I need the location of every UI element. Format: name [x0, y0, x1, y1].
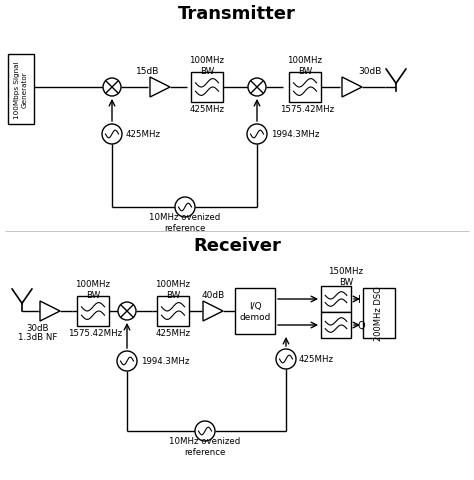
Bar — [321, 287, 351, 312]
Circle shape — [118, 302, 136, 320]
Bar — [289, 73, 321, 103]
Text: 15dB: 15dB — [137, 67, 160, 76]
Text: Receiver: Receiver — [193, 237, 281, 254]
Text: Q: Q — [358, 320, 365, 330]
Polygon shape — [203, 301, 223, 321]
Polygon shape — [342, 78, 362, 98]
Bar — [235, 288, 275, 334]
Circle shape — [195, 421, 215, 441]
Text: 100MHz
BW: 100MHz BW — [190, 56, 225, 75]
Text: 200MHz DSO: 200MHz DSO — [374, 286, 383, 341]
Text: 150MHz
BW: 150MHz BW — [328, 267, 364, 286]
Text: 30dB: 30dB — [27, 324, 49, 333]
Text: 1575.42MHz: 1575.42MHz — [68, 329, 122, 338]
Text: 1.3dB NF: 1.3dB NF — [18, 333, 58, 342]
Text: 100MHz
BW: 100MHz BW — [155, 280, 191, 299]
Circle shape — [247, 125, 267, 144]
Text: 425MHz: 425MHz — [190, 105, 225, 114]
Bar — [8, 55, 34, 125]
Text: 100MHz
BW: 100MHz BW — [75, 280, 110, 299]
Circle shape — [248, 79, 266, 97]
Text: 1575.42MHz: 1575.42MHz — [280, 105, 334, 114]
Circle shape — [175, 198, 195, 217]
Text: 30dB: 30dB — [358, 67, 382, 76]
Bar — [191, 73, 223, 103]
Text: Transmitter: Transmitter — [178, 5, 296, 23]
Text: 100Mbps Signal
Generator: 100Mbps Signal Generator — [15, 61, 27, 119]
Bar — [363, 288, 395, 338]
Text: 1994.3MHz: 1994.3MHz — [141, 357, 190, 366]
Text: 425MHz: 425MHz — [299, 355, 334, 364]
Text: I: I — [358, 294, 361, 304]
Bar — [77, 296, 109, 326]
Circle shape — [103, 79, 121, 97]
Text: 425MHz: 425MHz — [126, 130, 161, 139]
Polygon shape — [40, 301, 60, 321]
Circle shape — [117, 351, 137, 371]
Text: 100MHz
BW: 100MHz BW — [288, 56, 322, 75]
Text: 1994.3MHz: 1994.3MHz — [271, 130, 319, 139]
Bar — [157, 296, 189, 326]
Text: I/Q
demod: I/Q demod — [239, 301, 271, 321]
Circle shape — [276, 349, 296, 369]
Bar — [321, 312, 351, 338]
Text: 40dB: 40dB — [201, 291, 225, 300]
Text: 10MHz ovenized
reference: 10MHz ovenized reference — [169, 436, 241, 456]
Polygon shape — [150, 78, 170, 98]
Text: 10MHz ovenized
reference: 10MHz ovenized reference — [149, 213, 220, 232]
Text: 425MHz: 425MHz — [155, 329, 191, 338]
Circle shape — [102, 125, 122, 144]
